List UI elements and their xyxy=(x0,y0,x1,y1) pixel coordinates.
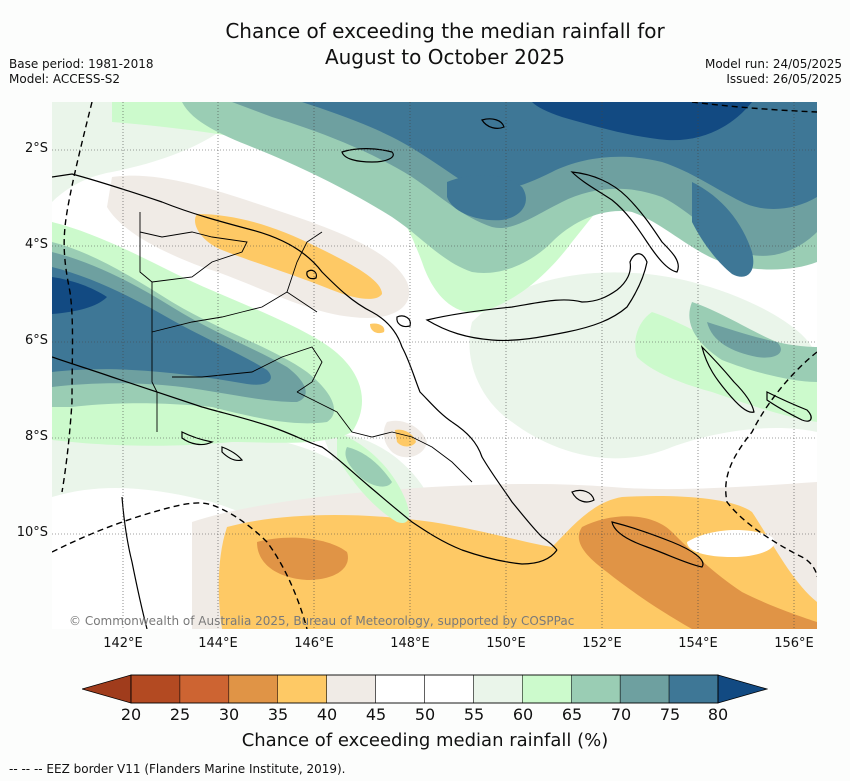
colorbar-segment xyxy=(228,674,278,704)
eez-northeast xyxy=(691,102,817,113)
region-blue-northeast-tongue xyxy=(692,182,754,277)
eez-west xyxy=(61,102,93,493)
region-orange-small-2 xyxy=(370,323,385,334)
colorbar-tick-25: 25 xyxy=(169,705,191,724)
lon-label-148e: 148°E xyxy=(390,636,430,651)
papuan-peninsula xyxy=(451,421,558,551)
lon-label-152e: 152°E xyxy=(582,636,622,651)
colorbar-tick-45: 45 xyxy=(365,705,387,724)
colorbar-segment xyxy=(522,674,572,704)
colorbar-segment xyxy=(375,674,425,704)
lat-label-4s: 4°S xyxy=(24,237,48,252)
manus-island xyxy=(341,148,394,163)
cape-york-tip xyxy=(121,496,148,629)
region-white-southeast xyxy=(687,530,775,557)
region-teal-light-south-arm xyxy=(345,447,392,487)
eez-south-west xyxy=(52,502,308,629)
gridlines xyxy=(52,102,817,629)
meta-right: Model run: 24/05/2025 Issued: 26/05/2025 xyxy=(705,57,842,87)
lon-label-142e: 142°E xyxy=(103,636,143,651)
lon-label-150e: 150°E xyxy=(486,636,526,651)
colorbar-segment xyxy=(473,674,523,704)
lon-label-144e: 144°E xyxy=(198,636,238,651)
eez-borders xyxy=(52,102,817,629)
trobriand-islands xyxy=(571,489,595,503)
colorbar-tick-70: 70 xyxy=(610,705,632,724)
new-britain xyxy=(425,253,648,342)
province-line-2 xyxy=(151,291,318,333)
region-dark-orange-south-2 xyxy=(578,516,817,629)
lat-label-8s: 8°S xyxy=(24,429,48,444)
colorbar-segment xyxy=(571,674,621,704)
meta-left: Base period: 1981-2018 Model: ACCESS-S2 xyxy=(9,57,154,87)
region-teal-mid-east xyxy=(707,322,781,358)
colorbar-under-arrow xyxy=(82,674,132,704)
colorbar-title: Chance of exceeding median rainfall (%) xyxy=(241,730,609,751)
colorbar-tick-60: 60 xyxy=(512,705,534,724)
model-run-text: Model run: 24/05/2025 xyxy=(704,57,842,71)
colorbar-segments xyxy=(130,674,719,704)
colorbar-segment xyxy=(130,674,181,704)
lat-label-10s: 10°S xyxy=(16,525,48,540)
region-dark-orange-south-1 xyxy=(257,537,348,580)
colorbar-tick-75: 75 xyxy=(659,705,681,724)
bougainville xyxy=(700,345,755,413)
colorbar-tick-80: 80 xyxy=(707,705,729,724)
province-line-1 xyxy=(139,231,248,283)
colorbar-segment xyxy=(179,674,230,704)
colorbar-tick-40: 40 xyxy=(316,705,338,724)
copyright-notice: © Commonwealth of Australia 2025, Bureau… xyxy=(69,614,575,628)
colorbar-tick-35: 35 xyxy=(267,705,289,724)
province-line-4 xyxy=(296,391,393,438)
colorbar-segment xyxy=(619,674,670,704)
province-boundaries xyxy=(139,212,473,483)
province-line-3 xyxy=(172,346,323,393)
lon-label-146e: 146°E xyxy=(294,636,334,651)
colorbar-tick-55: 55 xyxy=(463,705,485,724)
admiralty-islands xyxy=(481,118,505,129)
title-line-2: August to October 2025 xyxy=(324,45,566,69)
small-island-1 xyxy=(306,269,317,280)
coastlines xyxy=(52,118,812,629)
colorbar-segment xyxy=(326,674,376,704)
colorbar-tick-50: 50 xyxy=(414,705,436,724)
new-ireland xyxy=(570,171,679,273)
map-title: Chance of exceeding the median rainfall … xyxy=(0,18,850,70)
issued-text: Issued: 26/05/2025 xyxy=(726,72,842,86)
lat-label-2s: 2°S xyxy=(24,141,48,156)
small-island-2 xyxy=(396,315,411,328)
torres-strait-islands xyxy=(181,431,244,462)
colorbar-segment xyxy=(668,674,719,704)
lat-label-6s: 6°S xyxy=(24,333,48,348)
region-blue-west xyxy=(52,267,271,385)
colorbar-tick-65: 65 xyxy=(561,705,583,724)
new-guinea-north-coast xyxy=(52,173,453,423)
base-period-text: Base period: 1981-2018 xyxy=(9,57,154,71)
province-line-6 xyxy=(286,231,323,293)
region-dark-blue-west xyxy=(52,277,107,314)
colorbar-over-arrow xyxy=(717,674,768,704)
province-line-5 xyxy=(391,431,473,483)
lon-label-156e: 156°E xyxy=(774,636,814,651)
colorbar xyxy=(82,674,768,704)
louisiade-archipelago xyxy=(611,521,704,568)
colorbar-segment xyxy=(277,674,327,704)
solomon-islands-west xyxy=(766,391,812,422)
colorbar-tick-30: 30 xyxy=(218,705,240,724)
colorbar-tick-20: 20 xyxy=(120,705,142,724)
new-guinea-south-coast xyxy=(52,356,558,565)
region-dark-blue-north xyxy=(532,102,752,141)
title-line-1: Chance of exceeding the median rainfall … xyxy=(225,19,665,43)
lon-label-154e: 154°E xyxy=(678,636,718,651)
colorbar-outline xyxy=(130,674,719,704)
colorbar-segment xyxy=(424,674,474,704)
region-orange-north xyxy=(194,214,382,299)
eez-footnote: -- -- -- EEZ border V11 (Flanders Marine… xyxy=(9,762,346,776)
rainfall-map xyxy=(52,102,817,629)
eez-east xyxy=(725,351,817,578)
model-text: Model: ACCESS-S2 xyxy=(9,72,121,86)
